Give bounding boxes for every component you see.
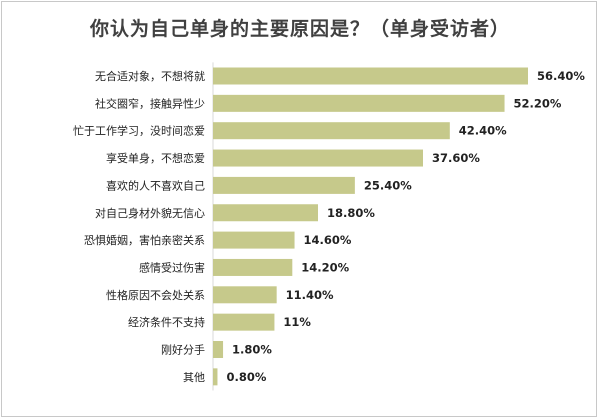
value-label: 42.40% <box>459 124 507 138</box>
category-label: 享受单身，不想恋爱 <box>106 151 205 165</box>
bar <box>213 231 295 249</box>
value-label: 14.60% <box>304 233 352 247</box>
category-label: 恐惧婚姻，害怕亲密关系 <box>84 233 205 247</box>
bar <box>213 122 450 140</box>
category-label: 刚好分手 <box>161 343 205 357</box>
value-label: 0.80% <box>226 370 266 384</box>
category-label: 对自己身材外貌无信心 <box>95 206 205 220</box>
category-label: 经济条件不支持 <box>128 315 205 329</box>
value-label: 14.20% <box>301 260 349 274</box>
bar <box>213 368 218 386</box>
bar <box>213 176 355 194</box>
bar <box>213 341 224 358</box>
category-label: 感情受过伤害 <box>139 260 205 274</box>
value-label: 1.80% <box>232 343 272 357</box>
value-label: 25.40% <box>364 178 412 192</box>
value-label: 56.40% <box>537 69 585 83</box>
value-label: 11.40% <box>286 288 334 302</box>
category-label: 喜欢的人不喜欢自己 <box>106 178 205 192</box>
bar <box>213 313 275 331</box>
value-label: 18.80% <box>327 206 375 220</box>
category-label: 忙于工作学习，没时间恋爱 <box>73 124 205 138</box>
bar <box>213 258 293 276</box>
bar <box>213 67 528 85</box>
bar <box>213 94 505 112</box>
category-label: 社交圈窄，接触异性少 <box>95 96 205 110</box>
value-label: 37.60% <box>432 151 480 165</box>
category-label: 其他 <box>183 371 205 384</box>
category-label: 性格原因不会处关系 <box>106 288 205 302</box>
value-label: 52.20% <box>514 96 562 110</box>
bar <box>213 204 318 222</box>
value-label: 11% <box>283 315 311 329</box>
bar <box>213 286 277 304</box>
chart-title: 你认为自己单身的主要原因是？（单身受访者） <box>89 18 510 40</box>
category-label: 无合适对象，不想将就 <box>95 69 205 83</box>
bar <box>213 149 423 167</box>
